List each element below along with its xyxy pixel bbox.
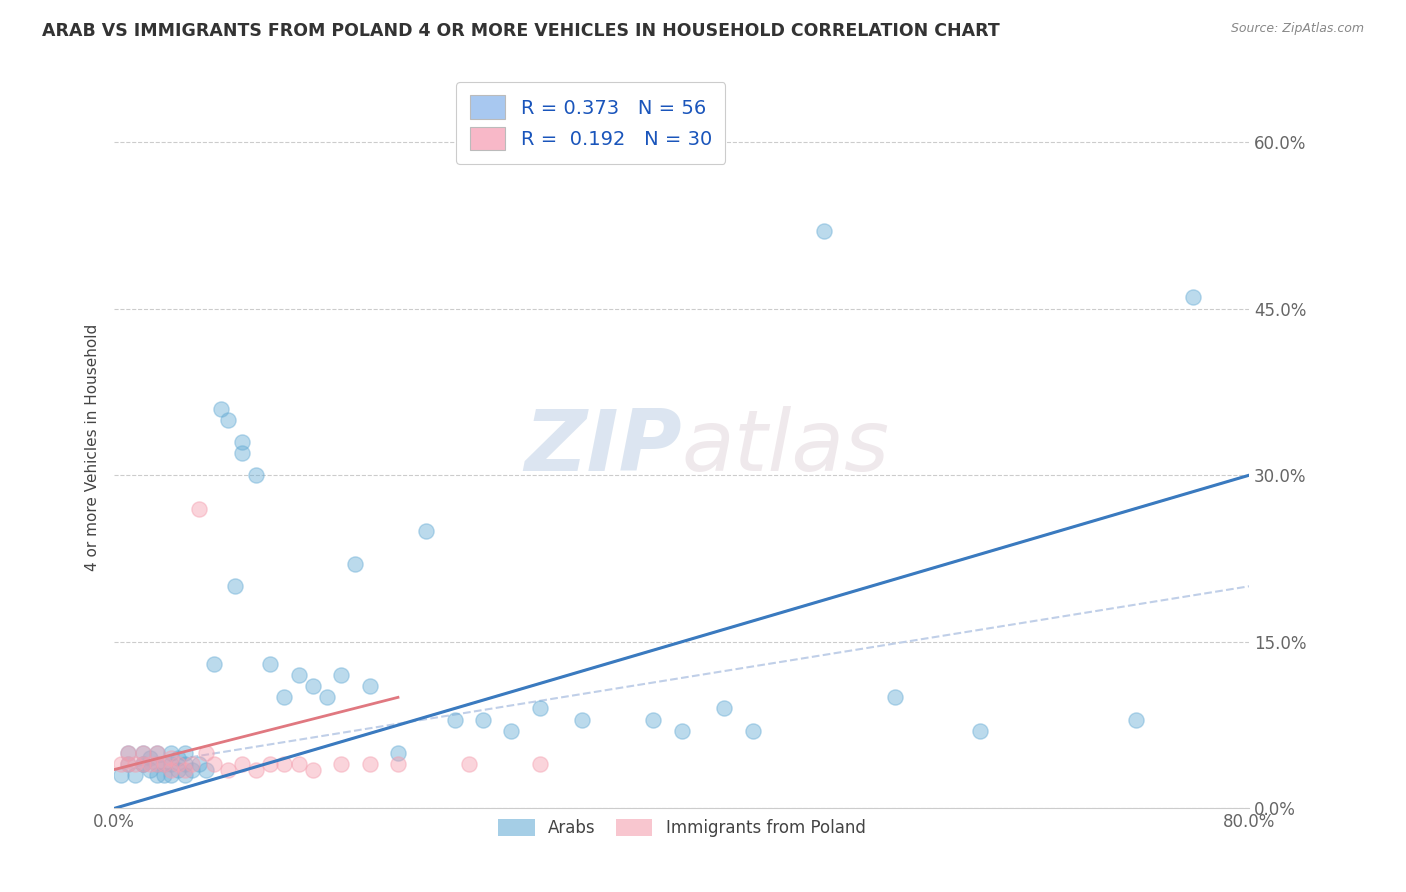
Point (117, 757, 139, 772)
Point (145, 746, 167, 760)
Point (160, 751, 183, 765)
Point (813, 224, 835, 238)
Point (160, 763, 183, 777)
Point (124, 768, 146, 782)
Point (110, 768, 132, 782)
Point (131, 746, 153, 760)
Point (529, 701, 551, 715)
Point (273, 690, 295, 705)
Point (117, 757, 139, 772)
Point (188, 501, 211, 516)
Point (330, 757, 353, 772)
Point (117, 746, 139, 760)
Point (195, 763, 218, 777)
Point (571, 713, 593, 727)
Point (224, 579, 246, 593)
Point (883, 690, 905, 705)
Point (231, 446, 253, 460)
Point (713, 701, 735, 715)
Text: Source: ZipAtlas.com: Source: ZipAtlas.com (1230, 22, 1364, 36)
Point (969, 723, 991, 738)
Point (231, 757, 253, 772)
Point (301, 679, 323, 693)
Point (287, 757, 309, 772)
Point (188, 757, 211, 772)
Point (245, 468, 267, 483)
Point (259, 757, 281, 772)
Point (458, 757, 481, 772)
Point (181, 763, 204, 777)
Point (643, 713, 665, 727)
Point (174, 763, 197, 777)
Point (195, 746, 218, 760)
Point (131, 746, 153, 760)
Point (231, 434, 253, 449)
Point (138, 751, 160, 765)
Point (160, 768, 183, 782)
Point (217, 763, 239, 777)
Point (124, 757, 146, 772)
Point (131, 757, 153, 772)
Point (131, 757, 153, 772)
Point (359, 679, 381, 693)
Point (167, 757, 190, 772)
Point (145, 746, 167, 760)
Point (117, 746, 139, 760)
Legend: Arabs, Immigrants from Poland: Arabs, Immigrants from Poland (491, 812, 872, 844)
Point (273, 757, 295, 772)
Point (217, 412, 239, 426)
Point (387, 757, 409, 772)
Point (153, 757, 176, 772)
Text: atlas: atlas (682, 406, 890, 489)
Point (359, 757, 381, 772)
Point (174, 757, 197, 772)
Point (160, 757, 183, 772)
Point (138, 763, 160, 777)
Point (472, 713, 495, 727)
Point (145, 757, 167, 772)
Point (387, 746, 409, 760)
Point (145, 768, 167, 782)
Point (501, 723, 523, 738)
Point (1181, 290, 1204, 304)
Point (209, 401, 232, 416)
Point (138, 757, 160, 772)
Point (259, 657, 281, 671)
Point (167, 751, 190, 765)
Point (415, 524, 437, 538)
Point (330, 668, 353, 682)
Point (202, 657, 225, 671)
Point (245, 763, 267, 777)
Point (287, 668, 309, 682)
Point (145, 757, 167, 772)
Text: ZIP: ZIP (524, 406, 682, 489)
Point (443, 713, 465, 727)
Point (202, 757, 225, 772)
Point (1125, 713, 1147, 727)
Point (301, 763, 323, 777)
Y-axis label: 4 or more Vehicles in Household: 4 or more Vehicles in Household (86, 324, 100, 571)
Point (174, 746, 197, 760)
Point (167, 763, 190, 777)
Point (316, 690, 339, 705)
Text: ARAB VS IMMIGRANTS FROM POLAND 4 OR MORE VEHICLES IN HOUSEHOLD CORRELATION CHART: ARAB VS IMMIGRANTS FROM POLAND 4 OR MORE… (42, 22, 1000, 40)
Point (181, 757, 204, 772)
Point (344, 557, 367, 571)
Point (174, 768, 197, 782)
Point (153, 768, 176, 782)
Point (153, 757, 176, 772)
Point (110, 757, 132, 772)
Point (160, 746, 183, 760)
Point (741, 723, 763, 738)
Point (131, 757, 153, 772)
Point (529, 757, 551, 772)
Point (671, 723, 693, 738)
